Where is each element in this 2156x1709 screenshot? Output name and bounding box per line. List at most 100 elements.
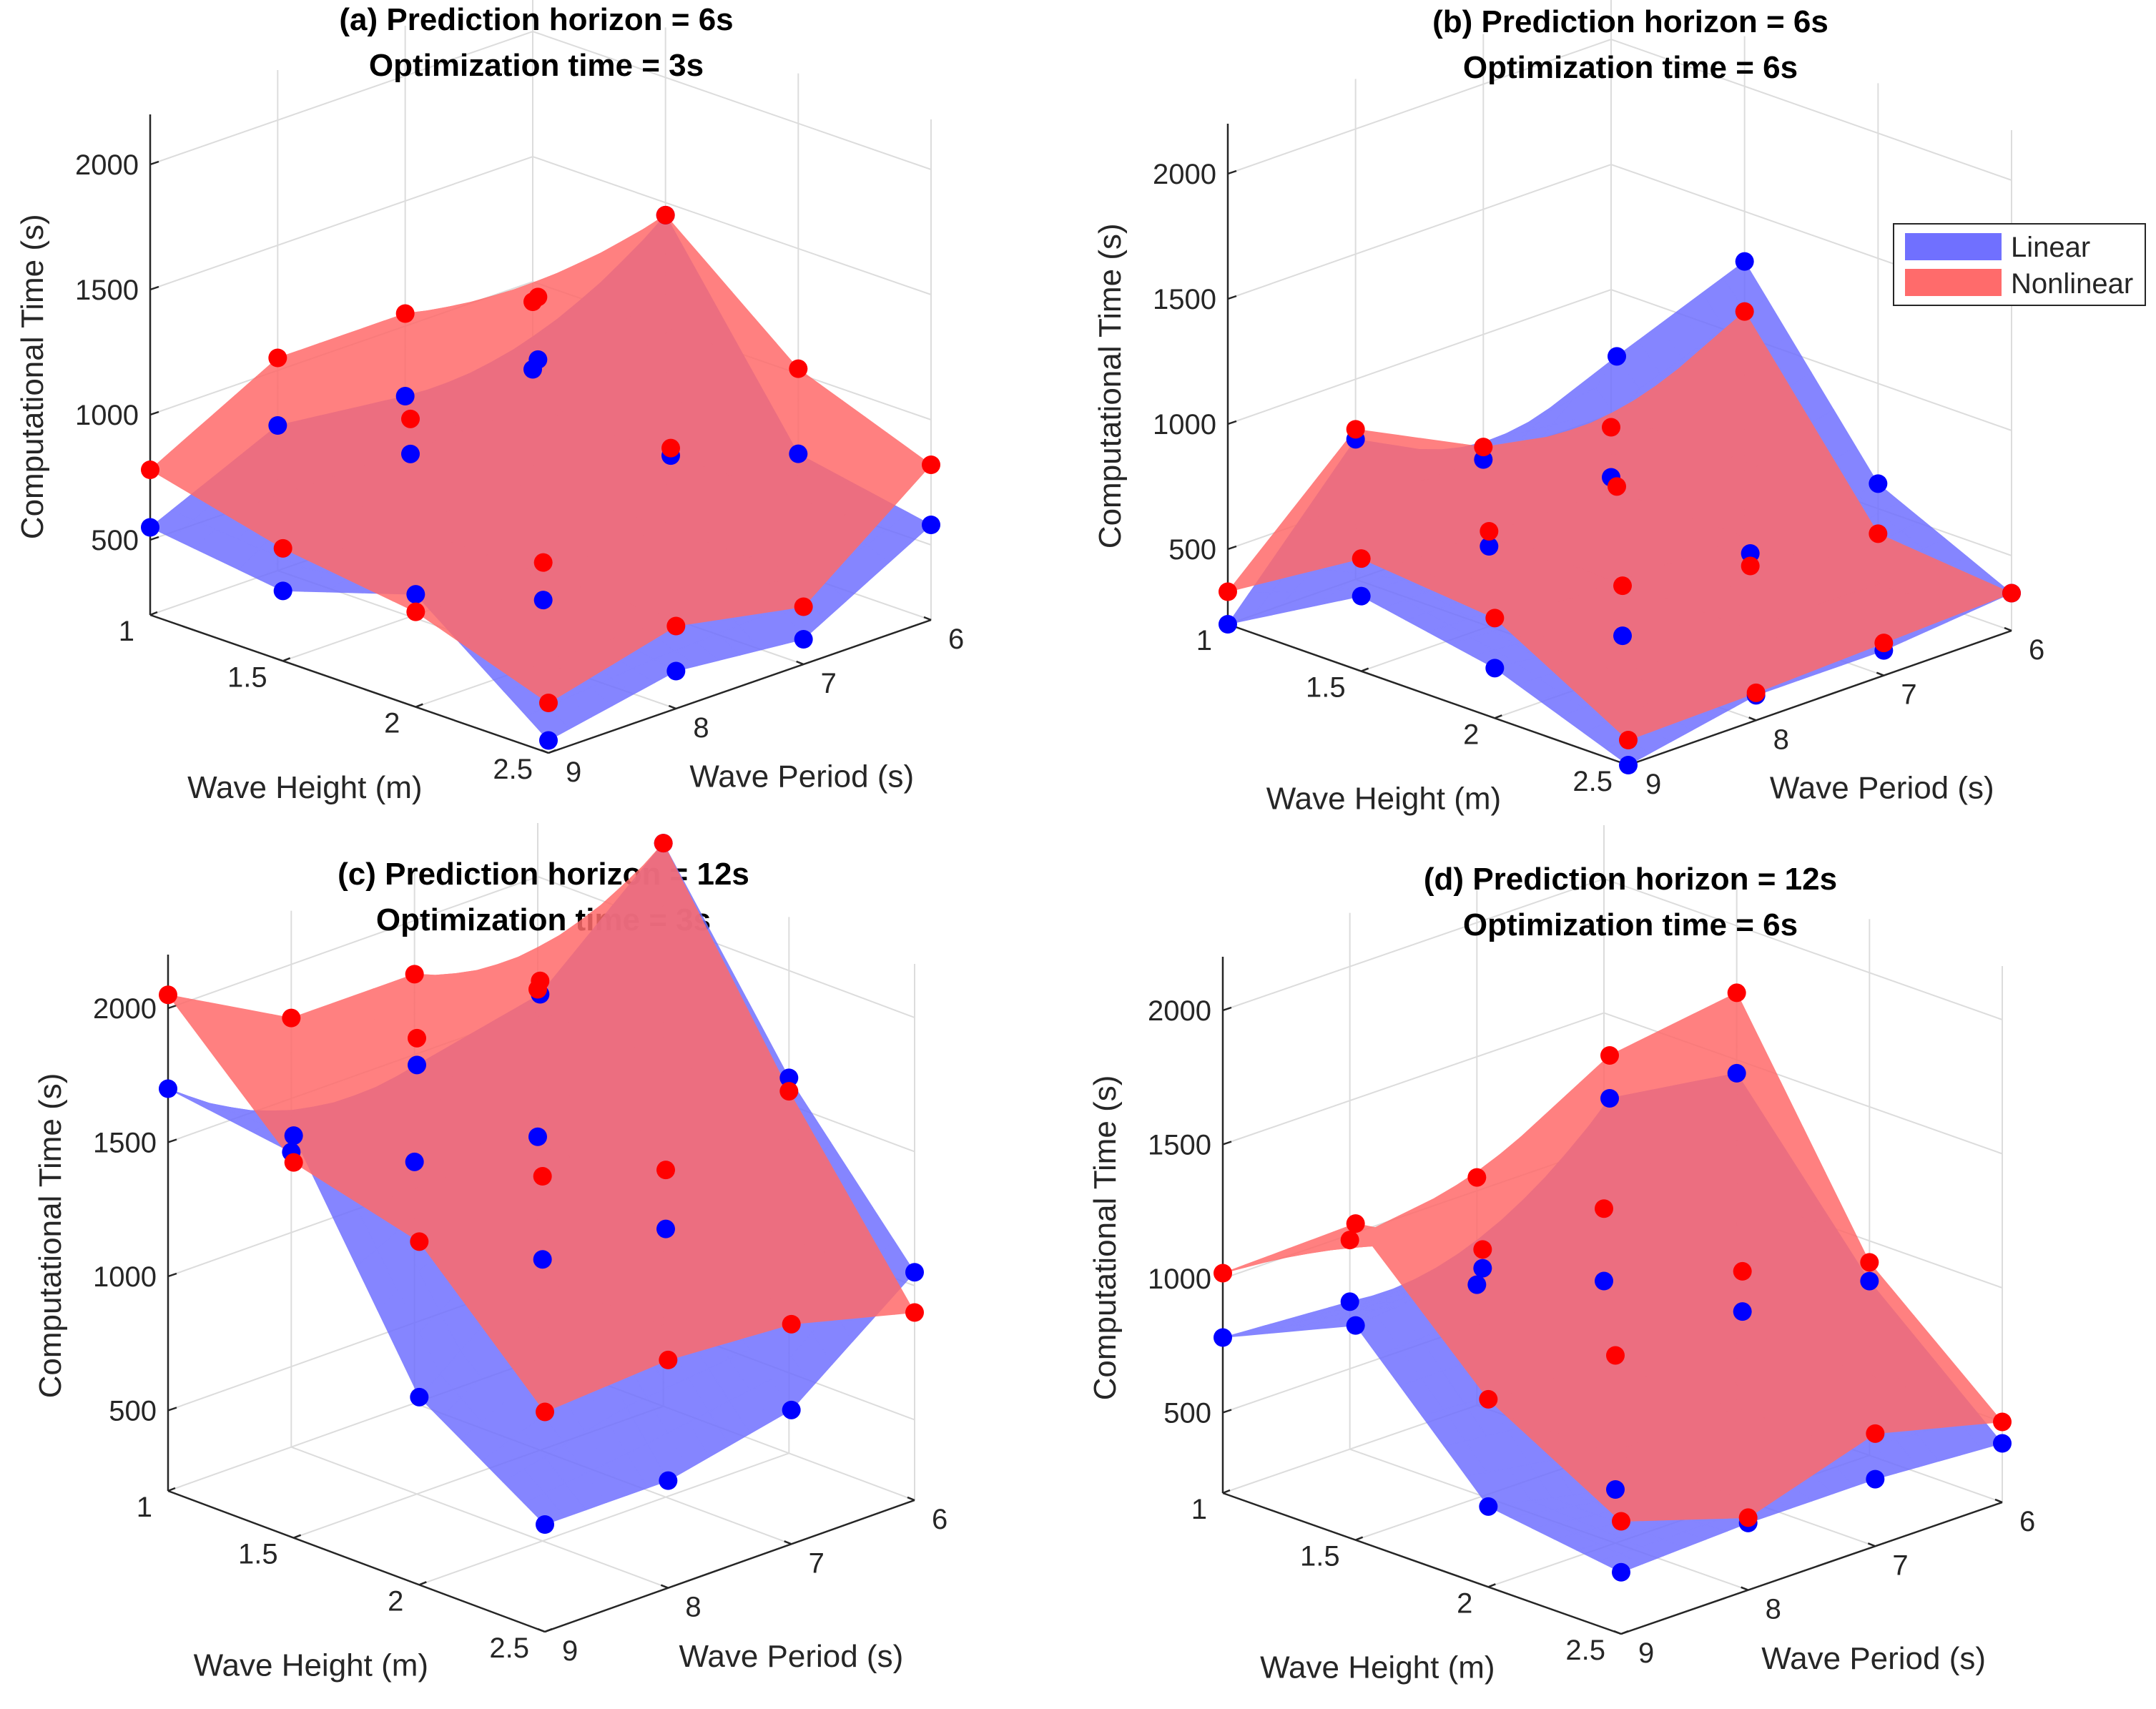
nonlinear-point <box>666 616 686 636</box>
height-tick <box>1361 667 1369 672</box>
z-axis-label: Computational Time (s) <box>1088 1075 1123 1401</box>
legend-nonlinear-label: Nonlinear <box>2011 268 2133 300</box>
gridline <box>418 1452 789 1586</box>
nonlinear-point <box>1595 1199 1613 1218</box>
period-tick-label: 8 <box>1773 724 1789 755</box>
linear-point <box>782 1400 801 1419</box>
nonlinear-point <box>406 602 425 621</box>
linear-point <box>1600 1089 1619 1108</box>
z-tick-label: 1000 <box>1153 409 1216 440</box>
height-tick-label: 1 <box>1196 625 1212 656</box>
z-tick-label: 1000 <box>93 1261 157 1293</box>
period-tick-label: 9 <box>1645 769 1661 800</box>
axes-d: 500 1000 1500 2000 1 1.5 2 2.5 6 7 8 9 Computational… <box>1088 957 2035 1685</box>
legend: Linear Nonlinear <box>1893 223 2146 306</box>
linear-point <box>666 661 686 681</box>
period-tick <box>796 660 804 666</box>
nonlinear-point <box>782 1314 801 1334</box>
period-axis-label: Wave Period (s) <box>1761 1641 1986 1676</box>
height-axis-line <box>1227 623 1629 767</box>
height-tick <box>282 657 291 662</box>
period-tick-label: 9 <box>562 1635 578 1667</box>
panel-d: 500 1000 1500 2000 1 1.5 2 2.5 6 7 8 9 Computational… <box>1088 825 2035 1685</box>
nonlinear-point <box>1993 1412 2012 1432</box>
nonlinear-markers <box>141 205 940 712</box>
linear-point <box>1613 626 1632 646</box>
linear-point <box>539 731 558 750</box>
gridline <box>167 875 915 1018</box>
panel-title-line1: (d) Prediction horizon = 12s <box>1424 862 1837 897</box>
z-tick-label: 1500 <box>1148 1130 1211 1161</box>
period-tick <box>1613 1630 1622 1635</box>
nonlinear-point <box>659 1350 678 1369</box>
linear-point <box>659 1471 678 1490</box>
period-tick-label: 6 <box>2029 634 2044 666</box>
height-tick <box>1494 714 1502 719</box>
height-axis-line <box>167 1489 546 1633</box>
linear-point <box>1595 1271 1613 1291</box>
period-tick <box>537 1627 546 1633</box>
linear-point <box>1352 586 1371 606</box>
linear-point <box>533 1250 552 1269</box>
period-tick-label: 7 <box>809 1547 825 1579</box>
panel-title-line2: Optimization time = 3s <box>369 48 704 83</box>
nonlinear-point <box>656 205 675 225</box>
period-tick <box>660 1584 669 1589</box>
nonlinear-point <box>905 1303 924 1322</box>
linear-point <box>1214 1328 1232 1347</box>
nonlinear-point <box>273 538 292 558</box>
z-tick-label: 500 <box>1168 534 1216 566</box>
period-tick-label: 7 <box>1892 1550 1908 1581</box>
legend-nonlinear-swatch <box>1905 269 2002 296</box>
nonlinear-point <box>656 1161 675 1180</box>
linear-point <box>1479 1497 1498 1516</box>
period-tick <box>541 749 549 754</box>
z-tick-label: 2000 <box>93 993 157 1025</box>
axes-a: 500 1000 1500 2000 1 1.5 2 2.5 6 7 8 9 Computational… <box>15 114 964 805</box>
linear-point <box>1866 1469 1885 1489</box>
period-tick <box>784 1540 792 1545</box>
linear-point <box>141 518 159 537</box>
period-tick <box>1748 716 1757 721</box>
nonlinear-point <box>268 348 287 368</box>
gridline <box>1227 163 2012 306</box>
nonlinear-surface <box>1226 310 2013 741</box>
period-tick <box>1876 671 1884 676</box>
period-axis-line <box>544 1499 915 1633</box>
nonlinear-point <box>1741 556 1760 576</box>
height-tick <box>293 1534 302 1539</box>
period-tick <box>1867 1542 1876 1547</box>
nonlinear-point <box>284 1153 303 1172</box>
height-tick <box>548 749 556 754</box>
nonlinear-point <box>2002 583 2021 603</box>
nonlinear-point <box>1473 1240 1492 1259</box>
z-tick-label: 500 <box>91 525 139 556</box>
gridline <box>149 155 932 295</box>
z-tick <box>1222 1006 1232 1012</box>
linear-point <box>273 581 292 601</box>
height-axis-label: Wave Height (m) <box>1260 1650 1495 1685</box>
z-tick <box>149 536 159 541</box>
nonlinear-point <box>533 553 553 572</box>
z-tick <box>167 1004 177 1010</box>
nonlinear-point <box>1352 549 1371 568</box>
nonlinear-point <box>1480 522 1499 541</box>
nonlinear-markers <box>1214 983 2012 1531</box>
height-tick <box>1620 1630 1629 1635</box>
height-tick <box>1487 1583 1496 1588</box>
linear-point <box>1340 1292 1359 1311</box>
period-tick <box>668 704 676 710</box>
linear-point <box>1219 615 1237 634</box>
height-axis-label: Wave Height (m) <box>1266 781 1501 816</box>
period-axis-line <box>1620 1501 2003 1635</box>
height-tick-label: 1 <box>119 616 134 647</box>
period-tick-label: 9 <box>566 757 581 788</box>
axes-c: 500 1000 1500 2000 1 1.5 2 2.5 6 7 8 9 Computational… <box>33 955 947 1683</box>
height-tick-label: 1.5 <box>1306 672 1346 704</box>
nonlinear-point <box>1219 582 1237 601</box>
height-tick-label: 2.5 <box>1565 1635 1605 1666</box>
z-axis-label: Computational Time (s) <box>33 1073 68 1399</box>
period-axis-label: Wave Period (s) <box>679 1639 903 1674</box>
height-tick-label: 1 <box>137 1492 152 1523</box>
z-tick-label: 500 <box>109 1396 157 1427</box>
